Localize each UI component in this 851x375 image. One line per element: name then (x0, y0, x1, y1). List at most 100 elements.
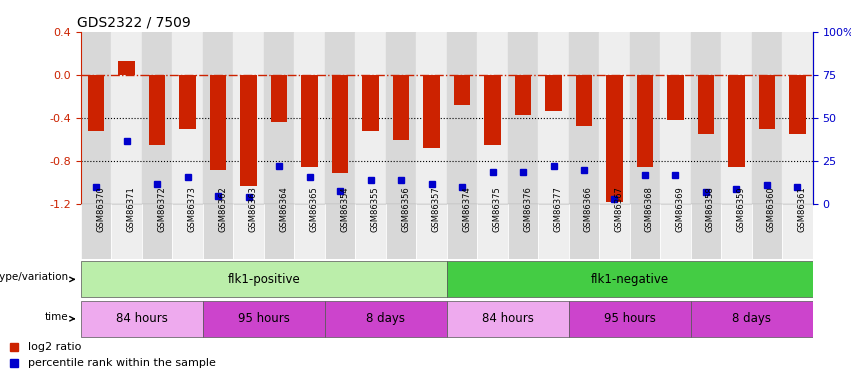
Bar (484, 75, 501, 145)
Text: GSM86354: GSM86354 (340, 186, 349, 231)
Bar (294, 204, 325, 259)
Bar (568, 301, 691, 337)
Bar (209, 75, 226, 170)
Bar (142, 32, 172, 204)
Text: GSM86358: GSM86358 (706, 186, 715, 232)
Text: 95 hours: 95 hours (238, 312, 289, 325)
Bar (203, 301, 325, 337)
Bar (332, 75, 348, 173)
Bar (203, 32, 233, 204)
Bar (386, 32, 416, 204)
Bar (180, 75, 196, 129)
Bar (81, 261, 447, 297)
Text: flk1-negative: flk1-negative (591, 273, 669, 286)
Bar (271, 75, 288, 122)
Bar (782, 204, 813, 259)
Bar (508, 32, 538, 204)
Text: GSM86371: GSM86371 (127, 186, 135, 232)
Text: GSM86363: GSM86363 (248, 186, 258, 232)
Bar (447, 32, 477, 204)
Bar (691, 301, 813, 337)
Bar (691, 204, 721, 259)
Text: GSM86356: GSM86356 (401, 186, 410, 232)
Bar (111, 204, 142, 259)
Text: 84 hours: 84 hours (482, 312, 534, 325)
Bar (118, 61, 135, 75)
Text: GSM86361: GSM86361 (797, 186, 807, 232)
Text: GSM86376: GSM86376 (523, 186, 532, 232)
Bar (447, 301, 568, 337)
Text: GSM86366: GSM86366 (584, 186, 593, 232)
Text: GSM86375: GSM86375 (493, 186, 501, 232)
Bar (355, 32, 386, 204)
Bar (301, 75, 318, 166)
Bar (363, 75, 379, 131)
Bar (264, 32, 294, 204)
Bar (477, 32, 508, 204)
Bar (416, 32, 447, 204)
Text: GSM86359: GSM86359 (736, 186, 745, 231)
Bar (538, 32, 568, 204)
Bar (698, 75, 714, 134)
Bar (203, 204, 233, 259)
Bar (142, 204, 172, 259)
Bar (691, 32, 721, 204)
Bar (81, 301, 203, 337)
Bar (538, 204, 568, 259)
Text: GSM86357: GSM86357 (431, 186, 441, 232)
Bar (149, 75, 165, 145)
Text: GDS2322 / 7509: GDS2322 / 7509 (77, 15, 191, 29)
Bar (233, 32, 264, 204)
Bar (423, 75, 440, 148)
Text: 84 hours: 84 hours (116, 312, 168, 325)
Bar (599, 32, 630, 204)
Text: GSM86368: GSM86368 (645, 186, 654, 232)
Bar (667, 75, 684, 120)
Text: 8 days: 8 days (732, 312, 771, 325)
Bar (545, 75, 562, 111)
Text: percentile rank within the sample: percentile rank within the sample (28, 358, 216, 368)
Bar (751, 32, 782, 204)
Bar (233, 204, 264, 259)
Bar (508, 204, 538, 259)
Text: GSM86367: GSM86367 (614, 186, 624, 232)
Bar (447, 204, 477, 259)
Text: GSM86374: GSM86374 (462, 186, 471, 232)
Bar (728, 75, 745, 166)
Bar (568, 32, 599, 204)
Bar (111, 32, 142, 204)
Bar (721, 32, 751, 204)
Bar (454, 75, 471, 105)
Text: flk1-positive: flk1-positive (227, 273, 300, 286)
Bar (782, 32, 813, 204)
Text: GSM86373: GSM86373 (187, 186, 197, 232)
Text: GSM86377: GSM86377 (553, 186, 563, 232)
Bar (477, 204, 508, 259)
Bar (758, 75, 775, 129)
Text: GSM86364: GSM86364 (279, 186, 288, 232)
Bar (568, 204, 599, 259)
Text: GSM86372: GSM86372 (157, 186, 166, 232)
Bar (325, 204, 355, 259)
Text: GSM86370: GSM86370 (96, 186, 105, 232)
Text: GSM86360: GSM86360 (767, 186, 776, 232)
Text: time: time (45, 312, 69, 322)
Text: GSM86362: GSM86362 (218, 186, 227, 232)
Bar (599, 204, 630, 259)
Bar (630, 204, 660, 259)
Bar (416, 204, 447, 259)
Bar (630, 32, 660, 204)
Bar (575, 75, 592, 126)
Bar (240, 75, 257, 186)
Bar (606, 75, 623, 202)
Text: genotype/variation: genotype/variation (0, 273, 69, 282)
Bar (355, 204, 386, 259)
Bar (515, 75, 531, 115)
Bar (392, 75, 409, 140)
Bar (325, 301, 447, 337)
Text: log2 ratio: log2 ratio (28, 342, 82, 352)
Bar (789, 75, 806, 134)
Text: 8 days: 8 days (366, 312, 405, 325)
Bar (660, 204, 691, 259)
Bar (447, 261, 813, 297)
